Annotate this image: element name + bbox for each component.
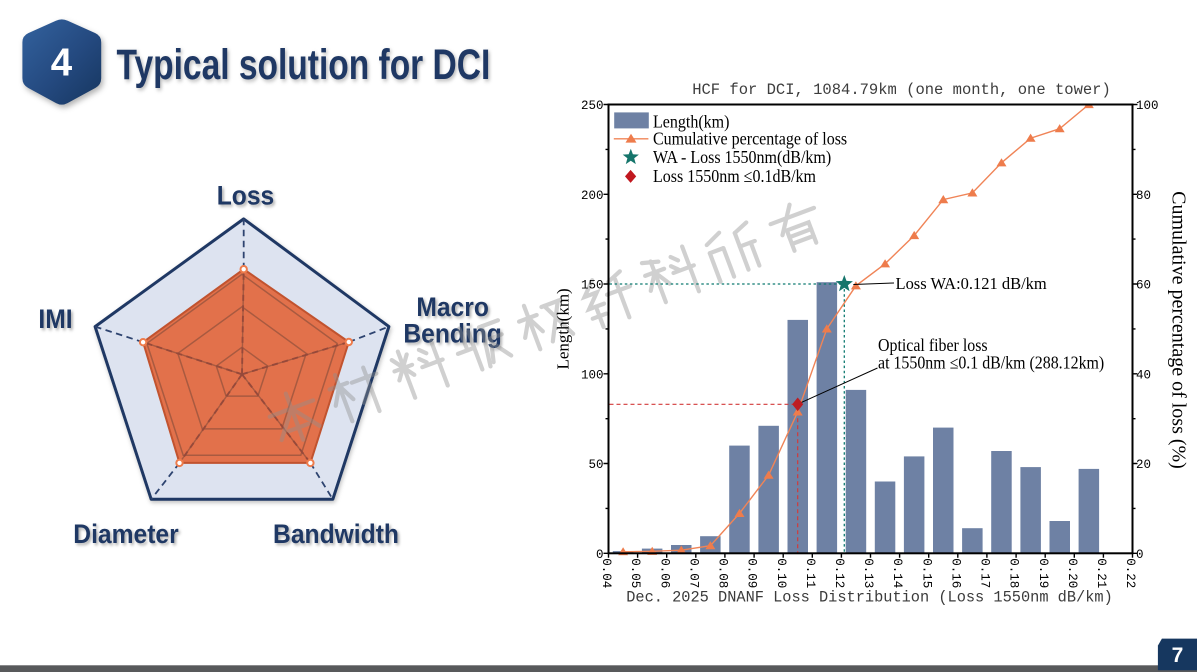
svg-text:Typical solution for DCI: Typical solution for DCI bbox=[117, 41, 491, 89]
svg-text:Length(km): Length(km) bbox=[653, 112, 729, 132]
svg-text:0.04: 0.04 bbox=[599, 558, 613, 588]
svg-text:0: 0 bbox=[596, 548, 604, 562]
svg-text:Diameter: Diameter bbox=[73, 520, 178, 549]
svg-text:0.20: 0.20 bbox=[1065, 558, 1079, 588]
svg-text:Cumulative percentage of loss: Cumulative percentage of loss (%) bbox=[1168, 191, 1190, 469]
svg-text:0.14: 0.14 bbox=[890, 558, 904, 588]
svg-text:250: 250 bbox=[581, 99, 604, 113]
svg-text:20: 20 bbox=[1136, 458, 1151, 472]
svg-text:0.19: 0.19 bbox=[1036, 558, 1050, 588]
svg-text:0: 0 bbox=[1136, 548, 1144, 562]
svg-text:Bandwidth: Bandwidth bbox=[273, 520, 399, 549]
svg-text:0.16: 0.16 bbox=[948, 558, 962, 588]
svg-text:0.21: 0.21 bbox=[1094, 558, 1108, 588]
svg-text:40: 40 bbox=[1136, 368, 1151, 382]
svg-text:0.11: 0.11 bbox=[803, 558, 817, 588]
svg-text:150: 150 bbox=[581, 279, 604, 293]
svg-text:100: 100 bbox=[1136, 99, 1159, 113]
svg-text:Dec. 2025 DNANF Loss Distribut: Dec. 2025 DNANF Loss Distribution (Loss … bbox=[626, 589, 1113, 607]
svg-text:4: 4 bbox=[51, 42, 73, 85]
svg-text:0.10: 0.10 bbox=[774, 558, 788, 588]
svg-text:0.05: 0.05 bbox=[628, 558, 642, 588]
svg-text:0.13: 0.13 bbox=[861, 558, 875, 588]
svg-text:Loss: Loss bbox=[217, 182, 274, 211]
svg-text:0.08: 0.08 bbox=[716, 558, 730, 588]
svg-text:0.18: 0.18 bbox=[1007, 558, 1021, 588]
svg-text:0.12: 0.12 bbox=[832, 558, 846, 588]
svg-text:0.22: 0.22 bbox=[1123, 558, 1137, 588]
svg-text:IMI: IMI bbox=[38, 305, 72, 334]
svg-text:0.09: 0.09 bbox=[745, 558, 759, 588]
svg-text:80: 80 bbox=[1136, 189, 1151, 203]
svg-text:Length(km): Length(km) bbox=[554, 288, 573, 369]
svg-text:50: 50 bbox=[588, 458, 603, 472]
svg-text:Macro: Macro bbox=[416, 293, 489, 322]
svg-text:Cumulative percentage of loss: Cumulative percentage of loss bbox=[653, 129, 847, 149]
svg-text:100: 100 bbox=[581, 368, 604, 382]
svg-text:0.15: 0.15 bbox=[919, 558, 933, 588]
svg-text:0.17: 0.17 bbox=[978, 558, 992, 588]
svg-text:HCF for DCI, 1084.79km (one mo: HCF for DCI, 1084.79km (one month, one t… bbox=[692, 81, 1111, 99]
svg-text:60: 60 bbox=[1136, 279, 1151, 293]
svg-text:Loss 1550nm ≤0.1dB/km: Loss 1550nm ≤0.1dB/km bbox=[653, 166, 816, 186]
svg-text:Bending: Bending bbox=[403, 320, 502, 349]
svg-text:200: 200 bbox=[581, 189, 604, 203]
svg-text:at 1550nm ≤0.1 dB/km (288.12km: at 1550nm ≤0.1 dB/km (288.12km) bbox=[878, 353, 1104, 373]
svg-text:0.07: 0.07 bbox=[686, 558, 700, 588]
svg-text:0.06: 0.06 bbox=[657, 558, 671, 588]
svg-text:WA - Loss 1550nm(dB/km): WA - Loss 1550nm(dB/km) bbox=[653, 147, 831, 167]
svg-text:7: 7 bbox=[1172, 644, 1184, 667]
svg-text:Loss WA:0.121 dB/km: Loss WA:0.121 dB/km bbox=[896, 274, 1047, 293]
svg-text:Optical fiber loss: Optical fiber loss bbox=[878, 335, 988, 355]
